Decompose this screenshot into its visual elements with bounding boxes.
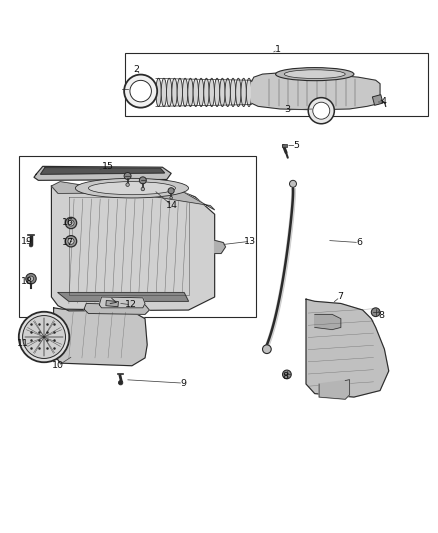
Polygon shape: [84, 303, 149, 314]
Ellipse shape: [236, 78, 241, 107]
Text: 17: 17: [62, 238, 74, 247]
Bar: [372, 95, 383, 106]
Text: 6: 6: [356, 238, 362, 247]
Circle shape: [28, 276, 34, 281]
Text: 18: 18: [21, 277, 33, 286]
Bar: [19, 156, 256, 317]
Polygon shape: [51, 182, 215, 210]
Text: 10: 10: [52, 361, 64, 370]
Circle shape: [124, 173, 131, 180]
Ellipse shape: [156, 78, 161, 107]
Polygon shape: [215, 240, 226, 254]
Circle shape: [65, 236, 77, 247]
Text: 3: 3: [285, 106, 291, 114]
Text: 16: 16: [62, 217, 74, 227]
Text: 5: 5: [293, 141, 300, 150]
Ellipse shape: [198, 78, 204, 107]
Circle shape: [371, 308, 380, 317]
Ellipse shape: [230, 78, 236, 107]
Circle shape: [19, 312, 69, 362]
Ellipse shape: [276, 68, 354, 80]
Polygon shape: [306, 299, 389, 397]
Text: 2: 2: [133, 65, 139, 74]
Circle shape: [313, 102, 330, 119]
Circle shape: [290, 180, 297, 187]
Ellipse shape: [172, 78, 177, 107]
Ellipse shape: [204, 78, 209, 107]
Ellipse shape: [188, 78, 193, 107]
Ellipse shape: [183, 78, 188, 107]
Circle shape: [130, 80, 152, 102]
Text: 14: 14: [166, 201, 178, 210]
Ellipse shape: [246, 78, 252, 107]
Circle shape: [170, 197, 173, 199]
Circle shape: [68, 220, 74, 226]
Circle shape: [124, 75, 157, 108]
Ellipse shape: [88, 182, 176, 195]
Polygon shape: [252, 73, 380, 110]
Bar: [282, 144, 287, 147]
Ellipse shape: [193, 78, 198, 107]
Text: 12: 12: [125, 300, 137, 309]
Circle shape: [23, 316, 66, 359]
Text: 1: 1: [275, 45, 281, 54]
Text: 8: 8: [378, 311, 384, 320]
Bar: [106, 301, 118, 306]
Circle shape: [126, 183, 129, 187]
Circle shape: [65, 217, 77, 229]
Circle shape: [283, 370, 291, 379]
Circle shape: [139, 177, 146, 184]
Ellipse shape: [166, 78, 172, 107]
Ellipse shape: [75, 179, 188, 198]
Text: 4: 4: [381, 98, 386, 107]
Text: 8: 8: [282, 372, 288, 381]
Ellipse shape: [215, 78, 220, 107]
Ellipse shape: [241, 78, 246, 107]
Polygon shape: [315, 314, 341, 329]
Circle shape: [68, 238, 74, 244]
Circle shape: [262, 345, 271, 353]
Text: 15: 15: [102, 162, 114, 171]
Circle shape: [26, 273, 36, 284]
Ellipse shape: [161, 78, 166, 107]
Text: 11: 11: [17, 340, 29, 349]
Ellipse shape: [284, 70, 345, 78]
Ellipse shape: [177, 78, 183, 107]
Text: 13: 13: [244, 237, 256, 246]
Circle shape: [308, 98, 334, 124]
Circle shape: [141, 187, 145, 191]
Circle shape: [29, 244, 33, 247]
Polygon shape: [53, 308, 147, 366]
Polygon shape: [34, 166, 171, 180]
Text: 9: 9: [180, 378, 186, 387]
Text: 19: 19: [21, 237, 33, 246]
Ellipse shape: [225, 78, 230, 107]
Polygon shape: [99, 297, 145, 308]
Polygon shape: [58, 293, 188, 301]
Text: 7: 7: [337, 293, 343, 302]
Polygon shape: [41, 168, 165, 174]
Polygon shape: [51, 186, 215, 311]
Polygon shape: [319, 379, 350, 399]
Circle shape: [168, 188, 174, 194]
Ellipse shape: [209, 78, 215, 107]
Circle shape: [118, 381, 123, 385]
Bar: [125, 53, 428, 116]
Ellipse shape: [220, 78, 225, 107]
